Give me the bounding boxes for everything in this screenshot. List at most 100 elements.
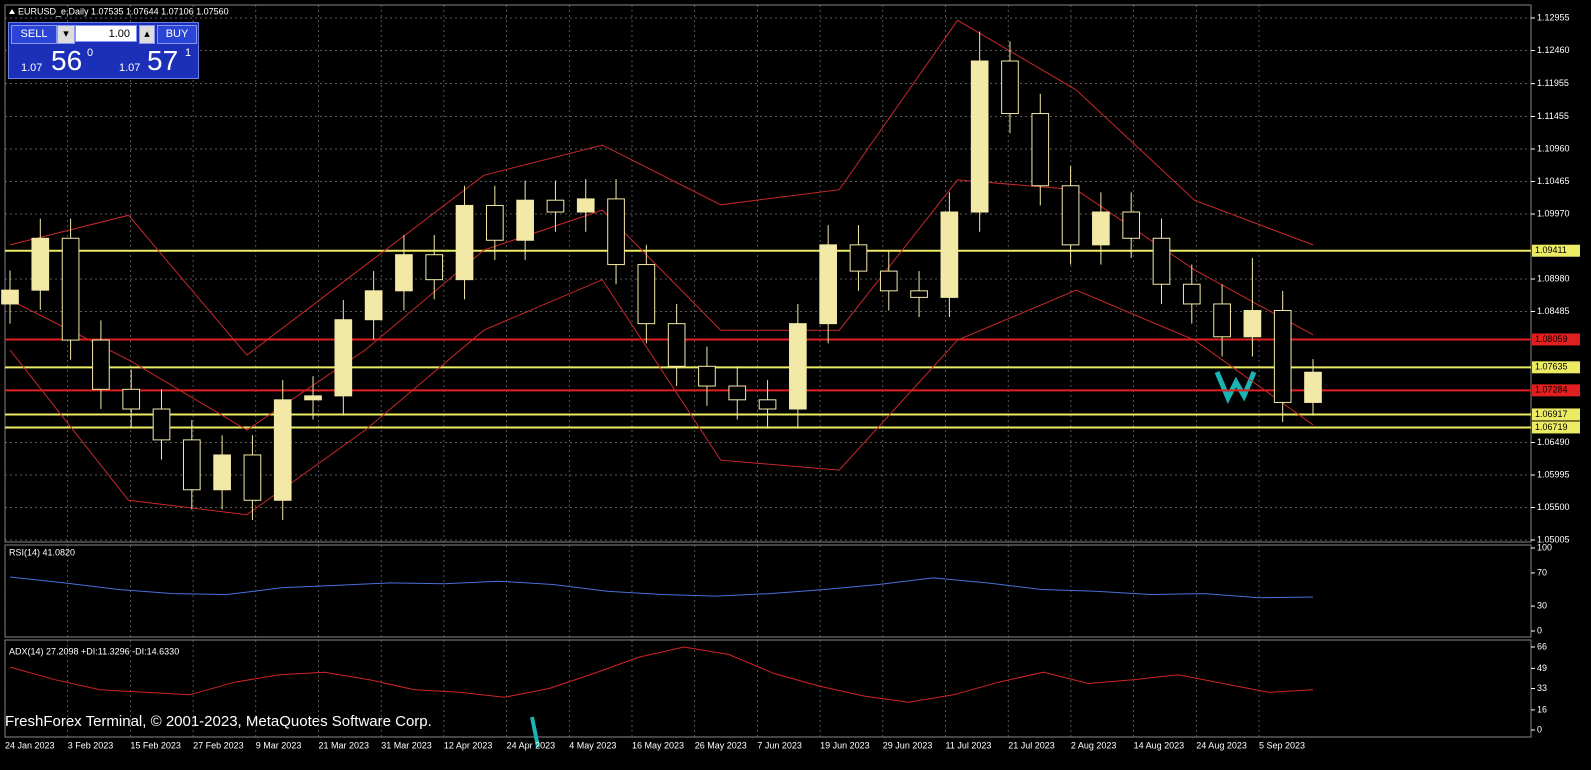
level-tag — [1532, 408, 1580, 421]
x-tick-label: 29 Jun 2023 — [883, 740, 933, 750]
indicator-line — [9, 576, 1314, 599]
band-lower — [9, 279, 1314, 516]
x-tick-label: 16 May 2023 — [632, 740, 684, 750]
candle-body — [1001, 60, 1019, 115]
candle-body — [910, 290, 928, 298]
candle-body — [607, 198, 625, 266]
x-tick-label: 24 Apr 2023 — [507, 740, 556, 750]
candle-body — [940, 211, 959, 298]
ask-prefix: 1.07 — [119, 62, 141, 74]
x-tick-label: 24 Jan 2023 — [5, 740, 55, 750]
ask-point: 1 — [185, 47, 192, 59]
y-tick-label: 1.11455 — [1537, 111, 1569, 121]
candle-body — [152, 408, 171, 441]
copyright: FreshForex Terminal, © 2001-2023, MetaQu… — [5, 713, 432, 730]
x-tick-label: 5 Sep 2023 — [1259, 740, 1305, 750]
y-tick-label: 1.10960 — [1537, 143, 1570, 153]
y-tick-label: 1.08485 — [1537, 306, 1570, 316]
buy-button[interactable]: BUY — [157, 25, 197, 44]
x-tick-label: 2 Aug 2023 — [1071, 740, 1117, 750]
rsi-frame — [4, 544, 1532, 638]
main-frame — [4, 4, 1532, 543]
y-tick-label: 1.05995 — [1537, 469, 1570, 479]
candle-body — [546, 199, 565, 213]
indicator-line — [9, 646, 1314, 703]
y-tick-label: 1.05005 — [1537, 534, 1570, 544]
candle-body — [728, 385, 747, 401]
sell-button[interactable]: SELL — [11, 25, 57, 44]
candle-body — [516, 199, 534, 241]
band-upper — [9, 19, 1314, 356]
candle-body — [304, 395, 322, 401]
trade-panel: SELL ▾ 1.00 ▴ BUY 1.07 56 0 1.07 57 1 — [8, 22, 199, 79]
level-tag — [1532, 384, 1580, 397]
candle-body — [1092, 211, 1110, 246]
bid-prefix: 1.07 — [21, 62, 43, 74]
candle-body — [1213, 303, 1231, 338]
x-tick-label: 3 Feb 2023 — [68, 740, 114, 750]
candle-body — [243, 454, 262, 501]
y-tick-label: 1.06490 — [1537, 437, 1570, 447]
candle-body — [92, 339, 110, 390]
candle-body — [364, 290, 383, 321]
candle-body — [1061, 185, 1080, 246]
y-tick-label: 1.12460 — [1537, 45, 1570, 55]
candle-body — [273, 399, 292, 501]
candle-body — [1182, 283, 1201, 305]
y-tick-label: 16 — [1537, 704, 1547, 714]
level-label: 1.08059 — [1535, 334, 1568, 344]
level-tag — [1532, 333, 1580, 346]
candle-body — [698, 365, 716, 387]
bid-point: 0 — [87, 47, 94, 59]
candle-body — [213, 454, 231, 491]
x-tick-label: 27 Feb 2023 — [193, 740, 244, 750]
candle-body — [758, 399, 777, 410]
candle-body — [1122, 211, 1141, 239]
candle-body — [425, 254, 444, 281]
candle-body — [1152, 237, 1171, 285]
indicator-label: RSI(14) 41.0820 — [9, 547, 75, 557]
candle-body — [1273, 310, 1292, 403]
y-tick-label: 1.11955 — [1537, 78, 1569, 88]
bid-pips: 56 — [51, 45, 83, 76]
lot-input[interactable]: 1.00 — [75, 25, 137, 42]
lot-down[interactable]: ▾ — [57, 25, 75, 44]
x-tick-label: 12 Apr 2023 — [444, 740, 493, 750]
candle-body — [455, 204, 474, 281]
candle-body — [789, 323, 807, 410]
chart-title: EURUSD_e,Daily 1.07535 1.07644 1.07106 1… — [18, 6, 229, 16]
x-tick-label: 19 Jun 2023 — [820, 740, 870, 750]
level-tag — [1532, 421, 1580, 434]
x-tick-label: 4 May 2023 — [569, 740, 616, 750]
collapse-icon[interactable] — [9, 9, 15, 14]
x-tick-label: 9 Mar 2023 — [256, 740, 302, 750]
y-tick-label: 66 — [1537, 641, 1547, 651]
level-label: 1.09411 — [1535, 245, 1567, 255]
y-tick-label: 0 — [1537, 625, 1542, 635]
candle-body — [395, 254, 413, 292]
candle-body — [970, 60, 989, 213]
y-tick-label: 1.09970 — [1537, 208, 1570, 218]
x-tick-label: 7 Jun 2023 — [757, 740, 802, 750]
y-tick-label: 1.05500 — [1537, 502, 1570, 512]
lot-up[interactable]: ▴ — [139, 25, 155, 44]
candle-body — [1243, 310, 1262, 338]
candle-body — [334, 319, 353, 397]
candle-body — [667, 323, 686, 367]
candle-body — [182, 439, 201, 491]
y-tick-label: 100 — [1537, 542, 1552, 552]
candle-body — [486, 204, 504, 241]
level-label: 1.07635 — [1535, 362, 1568, 372]
y-tick-label: 30 — [1537, 600, 1547, 610]
y-tick-label: 70 — [1537, 567, 1547, 577]
candle-body — [1, 289, 19, 305]
candle-body — [849, 244, 868, 272]
candle-body — [1304, 371, 1322, 403]
y-tick-label: 1.10465 — [1537, 176, 1570, 186]
y-tick-label: 1.08980 — [1537, 273, 1570, 283]
y-tick-label: 0 — [1537, 724, 1542, 734]
candle-body — [879, 270, 898, 292]
candle-body — [819, 244, 837, 325]
